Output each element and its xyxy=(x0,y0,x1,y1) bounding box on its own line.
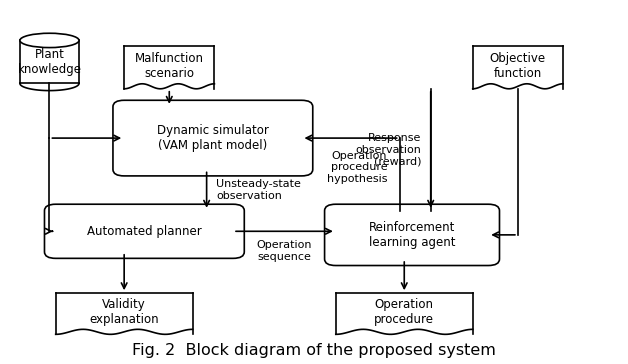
Text: Validity
explanation: Validity explanation xyxy=(89,298,159,327)
Text: Dynamic simulator
(VAM plant model): Dynamic simulator (VAM plant model) xyxy=(157,124,269,152)
Text: Plant
knowledge: Plant knowledge xyxy=(18,48,82,76)
FancyBboxPatch shape xyxy=(45,204,244,258)
FancyBboxPatch shape xyxy=(113,100,313,176)
Ellipse shape xyxy=(20,33,79,48)
Bar xyxy=(56,293,193,335)
Text: Automated planner: Automated planner xyxy=(87,225,202,238)
Text: Reinforcement
learning agent: Reinforcement learning agent xyxy=(369,221,455,249)
Bar xyxy=(336,293,473,335)
Text: Malfunction
scenario: Malfunction scenario xyxy=(135,52,203,80)
Text: Unsteady-state
observation: Unsteady-state observation xyxy=(216,179,301,201)
Bar xyxy=(124,46,214,89)
Bar xyxy=(20,40,79,83)
FancyBboxPatch shape xyxy=(325,204,499,265)
Bar xyxy=(473,46,563,89)
Text: Operation
sequence: Operation sequence xyxy=(257,240,312,262)
Text: Response
observation
(reward): Response observation (reward) xyxy=(355,133,421,166)
Text: Operation
procedure
hypothesis: Operation procedure hypothesis xyxy=(327,151,387,184)
Text: Objective
function: Objective function xyxy=(490,52,546,80)
Text: Operation
procedure: Operation procedure xyxy=(374,298,434,327)
Text: Fig. 2  Block diagram of the proposed system: Fig. 2 Block diagram of the proposed sys… xyxy=(132,343,496,358)
